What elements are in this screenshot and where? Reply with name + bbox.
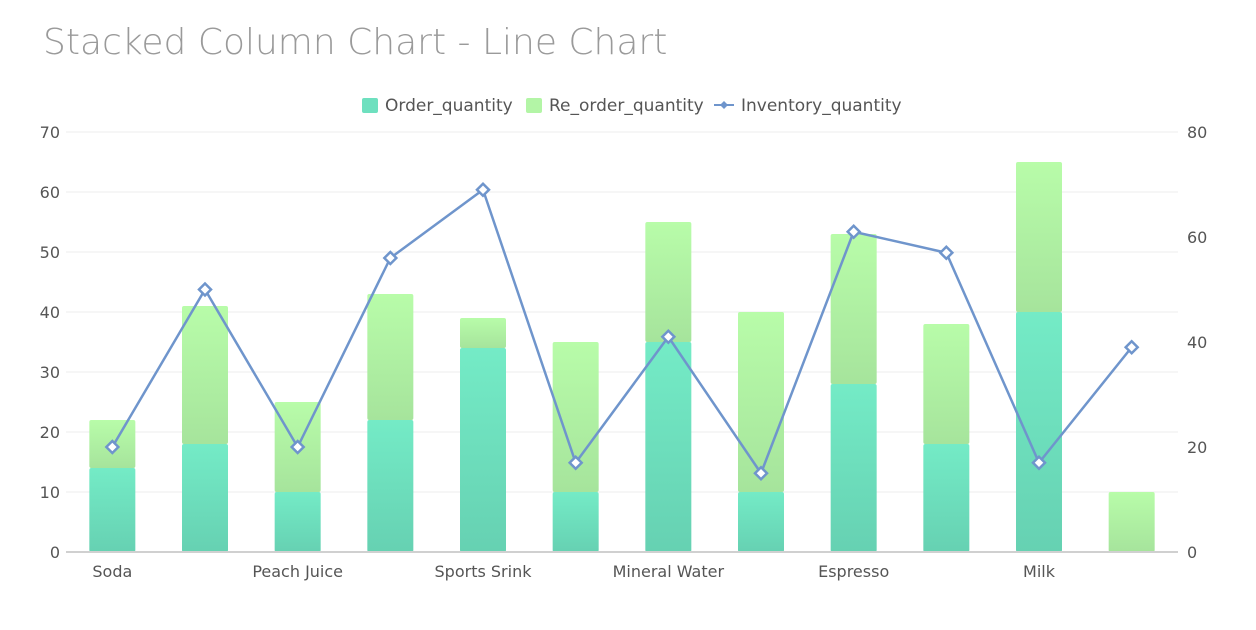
inventory-point [104, 439, 121, 455]
bar-order-quantity [182, 444, 228, 552]
y-left-tick-label: 0 [50, 543, 60, 562]
legend: Order_quantity Re_order_quantity Inventory… [362, 96, 902, 116]
bar-order-quantity [460, 348, 506, 552]
chart-title: Stacked Column Chart - Line Chart [43, 22, 668, 63]
y-right-tick-label: 20 [1187, 438, 1207, 457]
bar-order-quantity [367, 420, 414, 552]
bar-re-order-quantity [645, 222, 692, 342]
y-left-tick-label: 20 [40, 423, 60, 442]
inventory-line-path [111, 188, 1133, 475]
y-right-tick-label: 80 [1187, 123, 1207, 142]
legend-label: Inventory_quantity [741, 96, 902, 116]
y-left-tick-label: 70 [40, 123, 60, 142]
bar-order-quantity [923, 444, 970, 552]
y-left-tick-label: 60 [40, 183, 60, 202]
inventory-point [938, 244, 955, 261]
grid-lines [66, 131, 1178, 493]
x-tick-label: Soda [92, 562, 132, 581]
bar-re-order-quantity [830, 234, 877, 384]
legend-swatch [362, 98, 378, 113]
bar-re-order-quantity [460, 318, 506, 348]
bar-re-order-quantity [552, 342, 599, 492]
axes: 0 10 20 30 40 50 60 70 0 20 40 60 80 Soda Peach Juice S… [40, 123, 1208, 581]
legend-swatch [526, 98, 542, 113]
y-left-tick-label: 10 [40, 483, 60, 502]
bar-re-order-quantity [1108, 492, 1155, 552]
inventory-point [1031, 454, 1047, 471]
x-tick-label: Espresso [818, 562, 889, 581]
bar-re-order-quantity [923, 324, 970, 444]
inventory-point [197, 281, 213, 298]
inventory-point [753, 465, 769, 482]
bar-order-quantity [738, 492, 784, 552]
inventory-point [382, 250, 399, 266]
y-left-tick-label: 40 [40, 303, 60, 322]
y-right-tick-label: 0 [1187, 543, 1197, 562]
y-left-tick-label: 50 [40, 243, 60, 262]
bar-order-quantity [552, 492, 599, 552]
x-tick-label: Sports Srink [435, 562, 533, 581]
inventory-point [660, 328, 677, 345]
inventory-point [289, 439, 306, 455]
legend-marker [720, 101, 728, 109]
bar-order-quantity [645, 342, 692, 552]
inventory-point [1123, 339, 1140, 356]
bar-order-quantity [274, 492, 321, 552]
legend-label: Order_quantity [385, 96, 513, 116]
x-tick-label: Milk [1023, 562, 1056, 581]
inventory-point [567, 454, 584, 471]
legend-label: Re_order_quantity [549, 96, 704, 116]
bar-order-quantity [1016, 312, 1062, 552]
inventory-point [845, 223, 862, 240]
bar-re-order-quantity [182, 306, 228, 444]
y-right-tick-label: 40 [1187, 333, 1207, 352]
bar-order-quantity [830, 384, 877, 552]
inventory-line [104, 181, 1140, 482]
bars [89, 162, 1155, 552]
y-left-tick-label: 30 [40, 363, 60, 382]
inventory-point [475, 181, 491, 198]
x-tick-label: Peach Juice [252, 562, 343, 581]
bar-re-order-quantity [738, 312, 784, 492]
bar-re-order-quantity [1016, 162, 1062, 312]
x-tick-label: Mineral Water [613, 562, 725, 581]
bar-re-order-quantity [367, 294, 414, 420]
bar-order-quantity [89, 468, 136, 552]
y-right-tick-label: 60 [1187, 228, 1207, 247]
